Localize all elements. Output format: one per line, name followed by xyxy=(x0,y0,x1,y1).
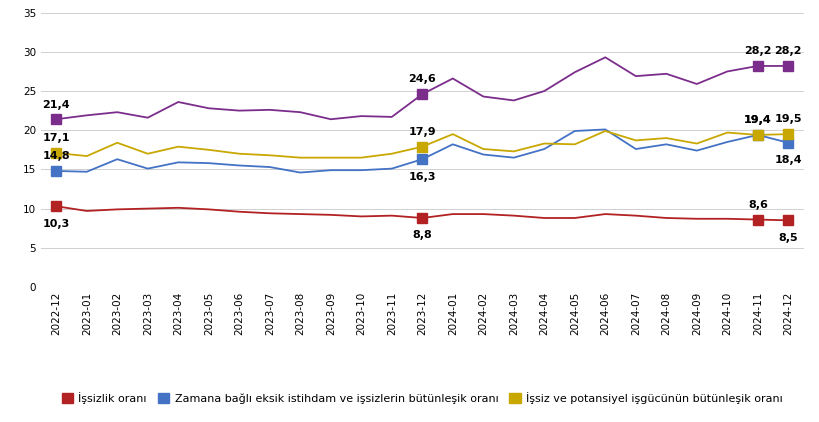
Text: 17,9: 17,9 xyxy=(408,127,436,137)
Text: 16,3: 16,3 xyxy=(408,172,436,182)
Text: 19,4: 19,4 xyxy=(743,115,771,125)
Text: 14,8: 14,8 xyxy=(43,151,70,161)
Text: 19,4: 19,4 xyxy=(743,115,771,125)
Text: 28,2: 28,2 xyxy=(774,46,801,56)
Text: 24,6: 24,6 xyxy=(408,74,436,84)
Text: 17,1: 17,1 xyxy=(43,133,70,143)
Text: 19,5: 19,5 xyxy=(774,114,801,124)
Text: 28,2: 28,2 xyxy=(743,46,771,56)
Text: 8,6: 8,6 xyxy=(747,200,767,210)
Legend: Atıl işgücü oranı: Atıl işgücü oranı xyxy=(365,420,478,422)
Text: 8,5: 8,5 xyxy=(777,233,797,243)
Text: 18,4: 18,4 xyxy=(774,155,801,165)
Text: 21,4: 21,4 xyxy=(43,100,70,110)
Text: 8,8: 8,8 xyxy=(412,230,432,241)
Text: 10,3: 10,3 xyxy=(43,219,70,229)
